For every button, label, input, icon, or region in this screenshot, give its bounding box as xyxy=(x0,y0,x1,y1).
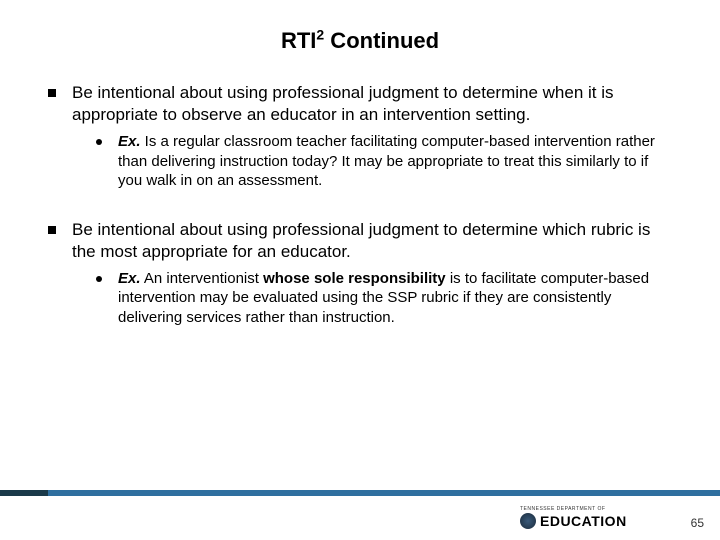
slide-container: RTI2 Continued Be intentional about usin… xyxy=(0,0,720,540)
bullet-level1: Be intentional about using professional … xyxy=(48,219,672,263)
footer-dept-text: TENNESSEE DEPARTMENT OF xyxy=(520,506,605,512)
example-body: Is a regular classroom teacher facilitat… xyxy=(118,133,655,189)
square-bullet-icon xyxy=(48,226,56,234)
title-prefix: RTI xyxy=(281,28,316,53)
example-label: Ex. xyxy=(118,270,141,287)
footer-accent-bar-dark xyxy=(0,490,48,496)
dot-bullet-icon xyxy=(96,139,102,145)
bullet-level2: Ex. An interventionist whose sole respon… xyxy=(96,269,672,328)
footer-accent-bar xyxy=(0,490,720,496)
title-suffix: Continued xyxy=(324,28,439,53)
example-label: Ex. xyxy=(118,133,141,150)
bullet-text: Be intentional about using professional … xyxy=(72,82,672,126)
slide-title: RTI2 Continued xyxy=(48,28,672,54)
dot-bullet-icon xyxy=(96,276,102,282)
page-number: 65 xyxy=(691,516,704,530)
example-pre: An interventionist xyxy=(141,270,264,287)
bullet-text: Be intentional about using professional … xyxy=(72,219,672,263)
sub-bullet-text: Ex. Is a regular classroom teacher facil… xyxy=(118,132,672,191)
footer-logo: TENNESSEE DEPARTMENT OF EDUCATION xyxy=(520,500,650,534)
example-bold: whose sole responsibility xyxy=(263,270,446,287)
sub-bullet-text: Ex. An interventionist whose sole respon… xyxy=(118,269,672,328)
bullet-level2: Ex. Is a regular classroom teacher facil… xyxy=(96,132,672,191)
state-seal-icon xyxy=(520,513,536,529)
footer-edu-label: EDUCATION xyxy=(540,513,627,529)
square-bullet-icon xyxy=(48,89,56,97)
bullet-level1: Be intentional about using professional … xyxy=(48,82,672,126)
footer-edu-text: EDUCATION xyxy=(520,513,627,529)
slide-footer: TENNESSEE DEPARTMENT OF EDUCATION 65 xyxy=(0,490,720,540)
